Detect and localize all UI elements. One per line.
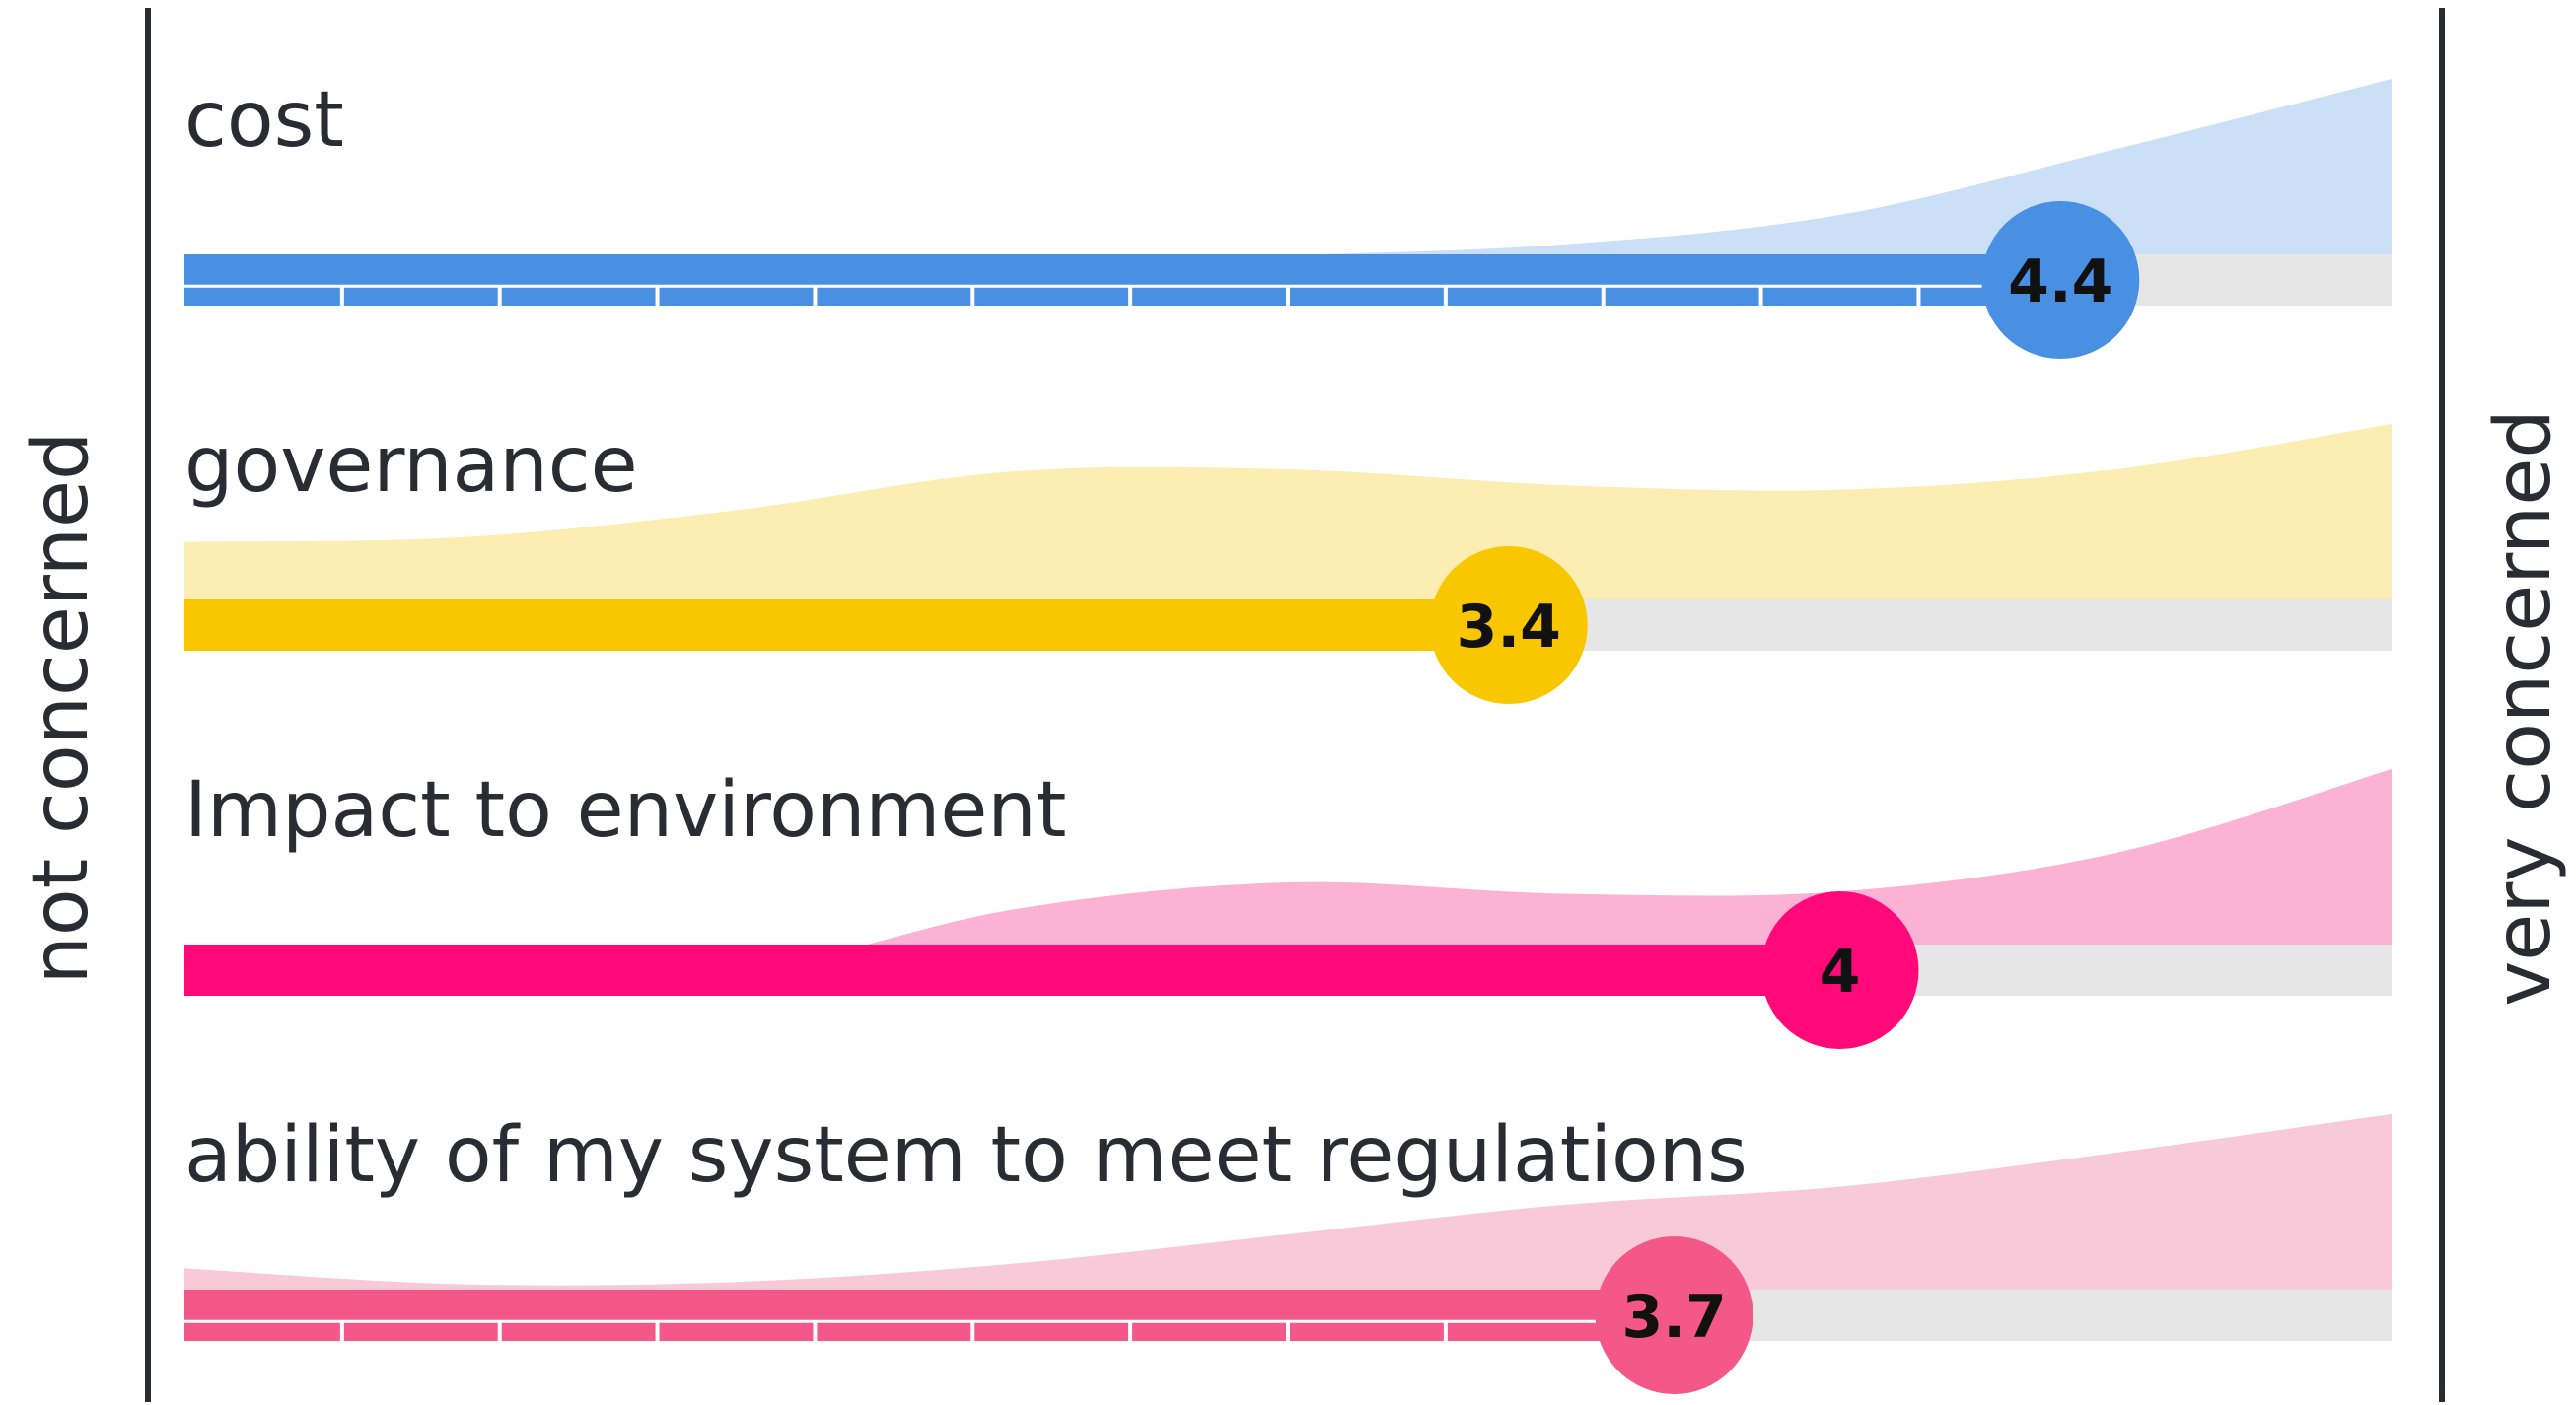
density-area-0 [184, 79, 2392, 306]
value-bar-3 [184, 1290, 1675, 1341]
density-area-3 [184, 1114, 2392, 1341]
row-label-2: Impact to environment [184, 766, 1066, 855]
value-bar-0 [184, 254, 2061, 306]
value-marker-3 [1595, 1236, 1753, 1394]
value-label-2: 4 [1820, 938, 1861, 1007]
row-0: cost 4.4 [184, 76, 2392, 359]
row-1: governance 3.4 [184, 421, 2392, 704]
row-3: ability of my system to meet regulations… [184, 1111, 2392, 1394]
density-area-1 [184, 424, 2392, 651]
row-label-0: cost [184, 76, 344, 165]
rows-group: cost 4.4 governance 3.4 Impact to environmen… [184, 76, 2392, 1394]
value-bar-2 [184, 945, 1840, 996]
row-label-1: governance [184, 421, 638, 510]
right-axis-label: very concerned [2479, 409, 2568, 1007]
value-marker-2 [1760, 891, 1919, 1049]
row-2: Impact to environment 4 [184, 766, 2392, 1049]
value-bar-1 [184, 599, 1509, 651]
row-label-3: ability of my system to meet regulations [184, 1111, 1748, 1200]
value-marker-0 [1981, 201, 2140, 359]
value-marker-1 [1429, 546, 1588, 704]
value-label-0: 4.4 [2008, 247, 2112, 316]
left-axis-label: not concerned [17, 431, 106, 984]
value-label-1: 3.4 [1457, 593, 1561, 662]
value-label-3: 3.7 [1622, 1283, 1727, 1352]
